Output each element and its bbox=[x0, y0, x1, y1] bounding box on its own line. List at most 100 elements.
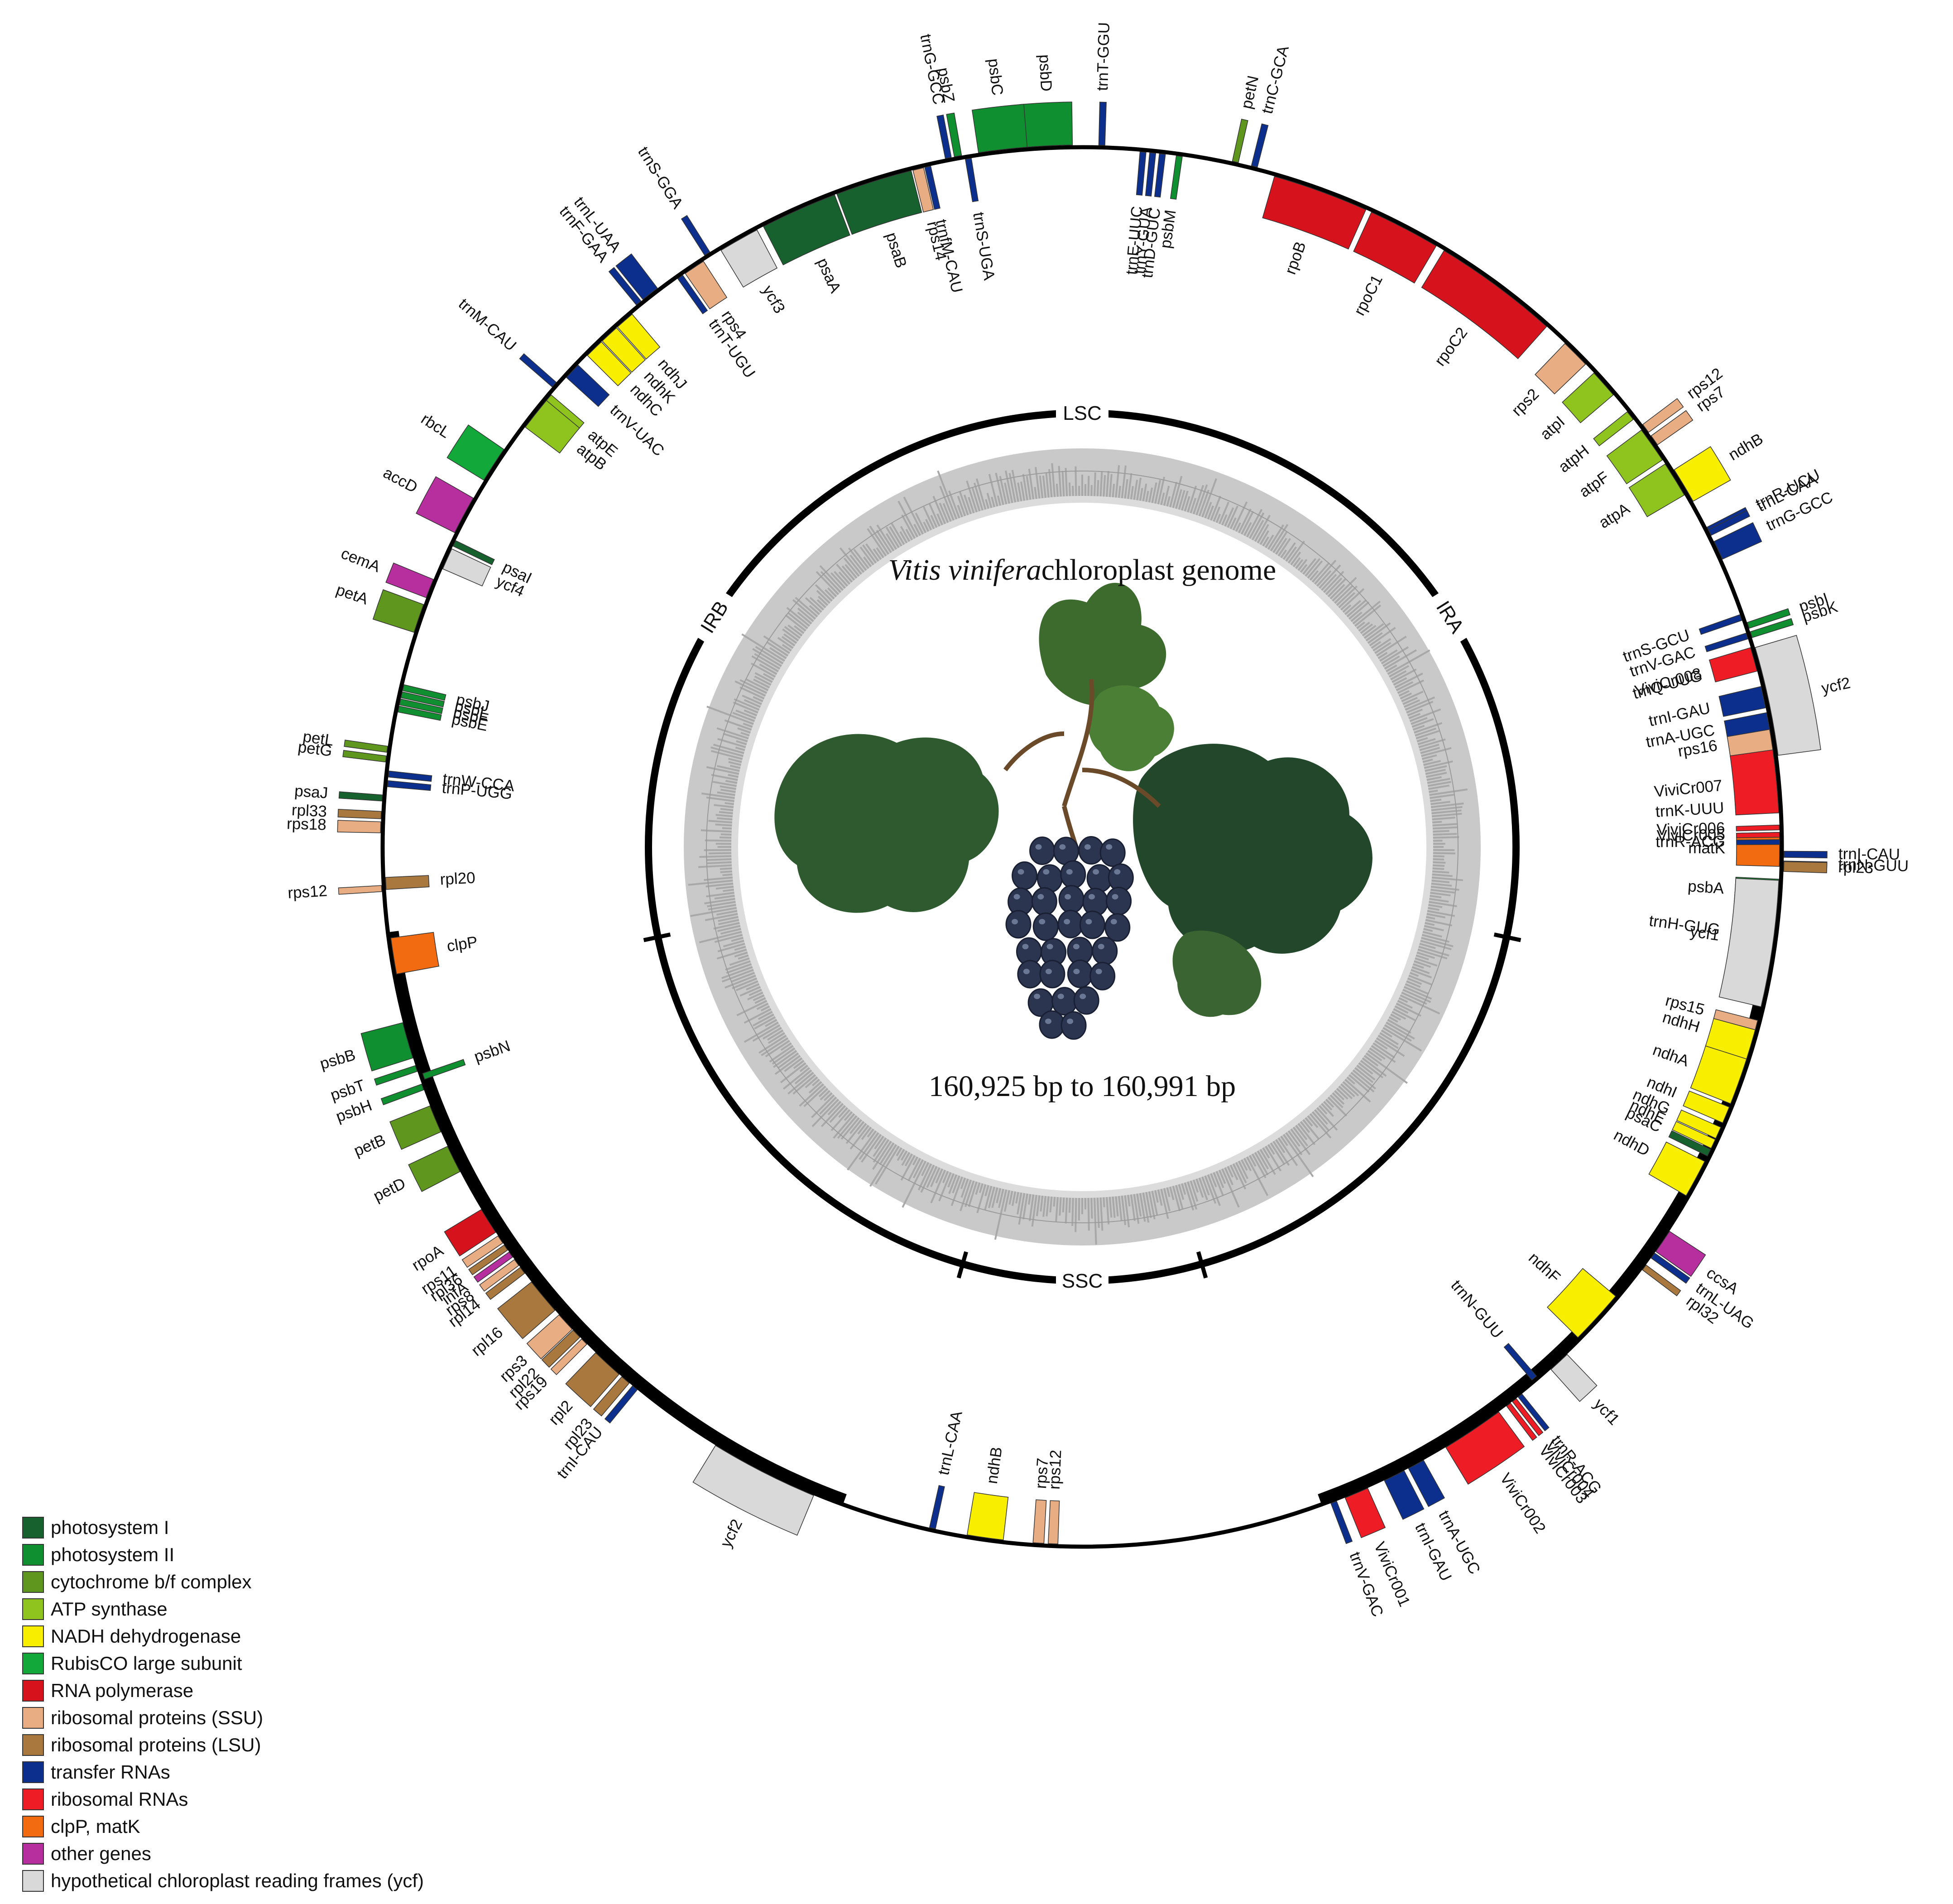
gc-bar bbox=[816, 571, 840, 595]
gc-bar bbox=[1018, 1193, 1026, 1225]
gc-bar bbox=[711, 774, 738, 781]
gene-label: trnI-CAU bbox=[1838, 845, 1900, 863]
gc-bar bbox=[1369, 1047, 1386, 1060]
grape-berry bbox=[1060, 860, 1086, 889]
gc-bar bbox=[1099, 471, 1103, 497]
grape-berry bbox=[1067, 959, 1093, 988]
gc-bar bbox=[1406, 980, 1421, 988]
gc-bar bbox=[1181, 490, 1189, 511]
gc-bar bbox=[872, 1140, 892, 1170]
gc-bar bbox=[1227, 1166, 1234, 1178]
gc-bar bbox=[1175, 489, 1182, 509]
gc-bar bbox=[1154, 1190, 1159, 1203]
grape-berry bbox=[1099, 838, 1126, 867]
gc-bar bbox=[979, 1183, 984, 1193]
legend-swatch bbox=[22, 1625, 44, 1647]
gc-bar bbox=[1354, 604, 1382, 627]
legend-swatch bbox=[22, 1816, 44, 1837]
grape-highlight bbox=[1023, 969, 1030, 974]
gc-bar bbox=[1388, 1016, 1398, 1023]
gc-bar bbox=[1249, 1155, 1257, 1167]
gc-bar bbox=[1405, 696, 1435, 711]
gene-block bbox=[398, 706, 442, 721]
gc-bar bbox=[716, 727, 749, 740]
gc-bar bbox=[708, 904, 736, 911]
gene-block bbox=[372, 589, 424, 633]
gc-bar bbox=[1407, 977, 1422, 985]
gc-bar bbox=[716, 948, 747, 960]
gene-block bbox=[1747, 608, 1791, 629]
gc-bar bbox=[1309, 1113, 1332, 1139]
gc-bar bbox=[948, 1174, 958, 1194]
gc-bar bbox=[734, 698, 760, 711]
gc-bar bbox=[1358, 1062, 1373, 1075]
grape-highlight bbox=[1012, 919, 1018, 924]
gc-bar bbox=[1190, 1180, 1199, 1202]
gc-bar bbox=[1367, 632, 1383, 644]
gc-bar bbox=[1397, 679, 1425, 694]
gc-bar bbox=[1427, 781, 1452, 787]
gc-bar bbox=[706, 796, 734, 802]
gc-bar bbox=[827, 587, 837, 597]
gc-bar bbox=[754, 672, 773, 683]
gc-bar bbox=[1282, 542, 1296, 560]
gc-bar bbox=[1181, 1183, 1186, 1195]
gc-bar bbox=[1118, 486, 1121, 498]
genome-size: 160,925 bp to 160,991 bp bbox=[929, 1070, 1236, 1103]
gc-bar bbox=[904, 1153, 913, 1167]
gc-bar bbox=[876, 530, 892, 553]
gc-bar bbox=[1311, 1111, 1329, 1131]
gene-block bbox=[1445, 1411, 1525, 1485]
gene-block bbox=[1736, 832, 1780, 838]
gc-bar bbox=[1319, 564, 1341, 589]
gc-bar bbox=[1371, 641, 1382, 649]
gc-bar bbox=[1381, 646, 1409, 664]
gc-bar bbox=[713, 744, 744, 754]
grape-berry bbox=[1092, 937, 1118, 966]
gene-label: rps18 bbox=[287, 815, 327, 833]
gc-bar bbox=[1416, 952, 1435, 959]
legend-label: RNA polymerase bbox=[51, 1680, 193, 1701]
gc-bar bbox=[1418, 946, 1449, 957]
gc-bar bbox=[1272, 531, 1288, 553]
gc-bar bbox=[1184, 1182, 1195, 1211]
gc-bar bbox=[885, 527, 900, 548]
gene-label: psbA bbox=[1687, 877, 1725, 897]
gc-bar bbox=[728, 758, 742, 763]
gc-bar bbox=[1354, 1067, 1374, 1083]
gene-block bbox=[1344, 1488, 1386, 1539]
gc-bar bbox=[1388, 665, 1410, 678]
gc-bar bbox=[1425, 922, 1435, 926]
gc-bar bbox=[841, 565, 855, 581]
gene-block bbox=[1676, 1109, 1722, 1139]
gc-bar bbox=[1327, 1096, 1348, 1117]
gc-bar bbox=[706, 892, 734, 898]
region-boundary-tick bbox=[643, 932, 671, 942]
gene-block bbox=[587, 341, 632, 386]
gene-block bbox=[1136, 151, 1147, 196]
gene-block bbox=[526, 1314, 573, 1360]
gc-bar bbox=[879, 1142, 895, 1165]
gc-bar bbox=[1412, 725, 1425, 731]
gc-bar bbox=[825, 589, 835, 600]
gc-bar bbox=[833, 1113, 855, 1139]
gene-label: atpF bbox=[1576, 468, 1612, 501]
gc-bar bbox=[744, 709, 758, 716]
gc-bar bbox=[1157, 1189, 1163, 1206]
gc-bar bbox=[995, 472, 1004, 505]
gc-bar bbox=[1431, 880, 1450, 884]
gc-bar bbox=[811, 1099, 840, 1127]
gene-label: trnM-CAU bbox=[455, 295, 520, 355]
region-label-ssc: SSC bbox=[1062, 1270, 1103, 1292]
gc-bar bbox=[787, 1072, 814, 1095]
gc-bar bbox=[805, 597, 822, 613]
gc-bar bbox=[753, 696, 763, 702]
gc-bar bbox=[707, 861, 732, 865]
gc-bar bbox=[930, 514, 938, 528]
gc-bar bbox=[862, 544, 877, 564]
gc-bar bbox=[975, 1182, 981, 1195]
gc-bar bbox=[720, 789, 736, 793]
gc-bar bbox=[1346, 599, 1367, 618]
gc-bar bbox=[865, 543, 879, 562]
gc-bar bbox=[1172, 1186, 1181, 1212]
